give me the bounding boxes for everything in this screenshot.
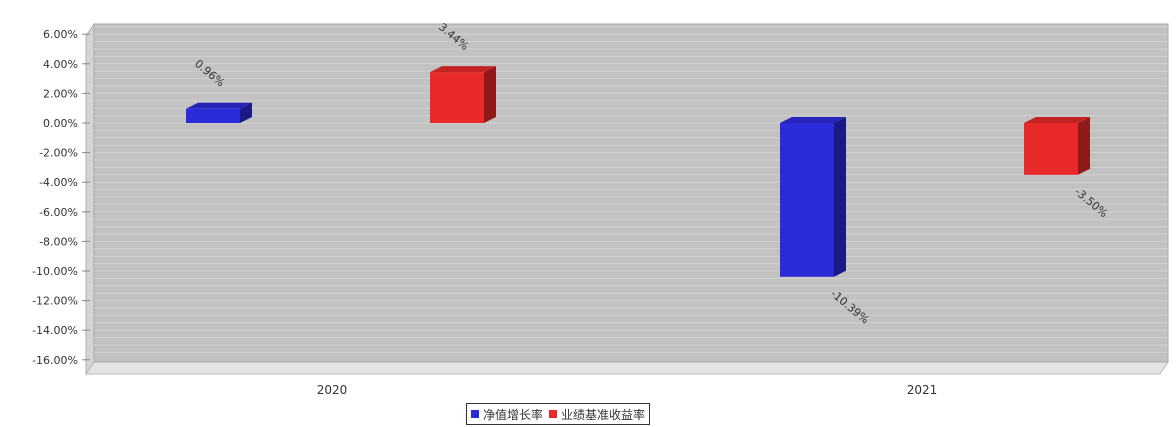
bar-side-face bbox=[484, 66, 496, 123]
y-tick-label: -12.00% bbox=[32, 295, 78, 308]
y-tick-label: 2.00% bbox=[43, 87, 78, 100]
y-tick-label: -14.00% bbox=[32, 324, 78, 337]
bar-top-face bbox=[186, 102, 252, 109]
plot-area bbox=[85, 22, 1169, 376]
bar-side-face bbox=[1078, 117, 1090, 175]
bar-side-face bbox=[834, 117, 846, 277]
x-tick-label: 2020 bbox=[317, 383, 348, 397]
legend-item-series-1: 净值增长率 bbox=[471, 406, 543, 423]
bar-front-face bbox=[430, 72, 484, 123]
legend-label-series-2: 业绩基准收益率 bbox=[561, 407, 646, 422]
bar bbox=[1024, 117, 1090, 175]
bar bbox=[780, 117, 846, 277]
bar-side-face bbox=[240, 102, 252, 123]
y-axis: 6.00% 4.00% 2.00% 0.00% -2.00% -4.00% -6.00% -8… bbox=[32, 28, 90, 367]
y-tick-label: 6.00% bbox=[43, 28, 78, 41]
y-tick-label: -2.00% bbox=[39, 147, 78, 160]
bar-top-face bbox=[780, 117, 846, 123]
y-tick-label: -8.00% bbox=[39, 235, 78, 248]
legend-item-series-2: 业绩基准收益率 bbox=[549, 406, 645, 423]
bar-front-face bbox=[1024, 123, 1078, 175]
y-tick-label: -16.00% bbox=[32, 354, 78, 367]
plot-back-wall bbox=[93, 23, 1169, 363]
bar bbox=[186, 102, 252, 123]
y-tick-label: 4.00% bbox=[43, 58, 78, 71]
y-tick-label: -6.00% bbox=[39, 206, 78, 219]
bar-front-face bbox=[186, 108, 240, 123]
plot-left-wall bbox=[85, 22, 95, 376]
x-axis: 2020 2021 bbox=[317, 383, 938, 397]
bars bbox=[186, 66, 1090, 277]
bar-top-face bbox=[1024, 117, 1090, 123]
legend-swatch-series-1 bbox=[471, 410, 479, 418]
y-tick-label: -4.00% bbox=[39, 176, 78, 189]
plot-floor bbox=[85, 361, 1169, 375]
bar bbox=[430, 66, 496, 123]
y-tick-label: -10.00% bbox=[32, 265, 78, 278]
y-tick-label: 0.00% bbox=[43, 117, 78, 130]
bar-top-face bbox=[430, 66, 496, 73]
x-tick-label: 2021 bbox=[907, 383, 938, 397]
legend: 净值增长率 业绩基准收益率 bbox=[466, 403, 651, 425]
legend-swatch-series-2 bbox=[549, 410, 558, 418]
bar-front-face bbox=[780, 123, 834, 277]
legend-label-series-1: 净值增长率 bbox=[483, 407, 544, 422]
